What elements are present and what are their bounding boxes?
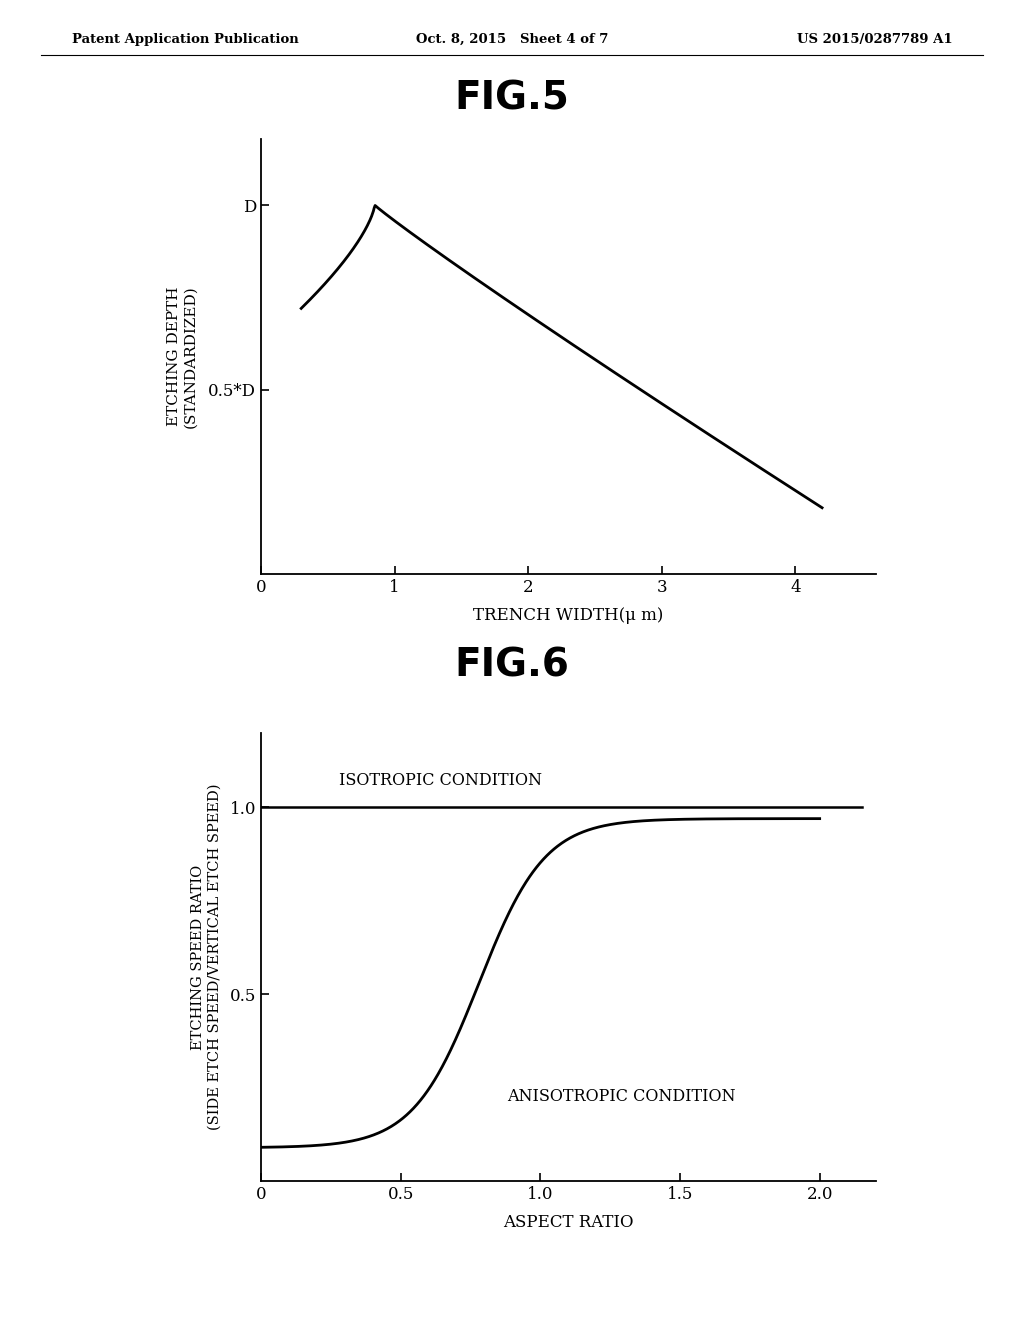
Text: FIG.5: FIG.5 (455, 79, 569, 117)
Y-axis label: ETCHING DEPTH
(STANDARDIZED): ETCHING DEPTH (STANDARDIZED) (167, 285, 198, 428)
Text: FIG.6: FIG.6 (455, 647, 569, 685)
Text: ISOTROPIC CONDITION: ISOTROPIC CONDITION (339, 772, 543, 789)
Text: Patent Application Publication: Patent Application Publication (72, 33, 298, 46)
Text: US 2015/0287789 A1: US 2015/0287789 A1 (797, 33, 952, 46)
Text: Oct. 8, 2015   Sheet 4 of 7: Oct. 8, 2015 Sheet 4 of 7 (416, 33, 608, 46)
Y-axis label: ETCHING SPEED RATIO
(SIDE ETCH SPEED/VERTICAL ETCH SPEED): ETCHING SPEED RATIO (SIDE ETCH SPEED/VER… (191, 784, 221, 1130)
X-axis label: ASPECT RATIO: ASPECT RATIO (503, 1214, 634, 1232)
Text: ANISOTROPIC CONDITION: ANISOTROPIC CONDITION (507, 1088, 735, 1105)
X-axis label: TRENCH WIDTH(μ m): TRENCH WIDTH(μ m) (473, 607, 664, 624)
